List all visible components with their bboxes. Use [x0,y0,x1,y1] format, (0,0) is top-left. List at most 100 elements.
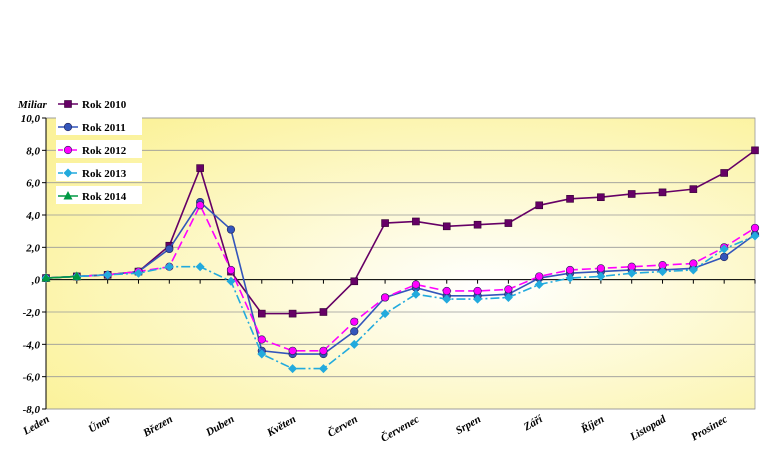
x-tick-label: Srpen [454,413,483,437]
legend-label: Rok 2013 [82,168,127,180]
data-point [350,317,359,326]
series-line [45,275,77,279]
data-point [165,244,174,254]
data-point [257,349,267,359]
data-point [350,277,359,286]
legend: Rok 2010 Rok 2011 Rok 2012 Rok 2013 Rok 2014 [56,94,142,204]
data-point [319,346,328,355]
data-point [319,308,328,316]
data-point [288,346,297,355]
series-5 [41,271,82,282]
data-point [72,271,82,280]
data-point [412,217,420,226]
data-point [442,294,452,304]
legend-marker [63,191,73,200]
data-point [196,164,204,172]
data-point [719,244,729,254]
series-group [41,146,760,374]
data-point [133,268,143,278]
data-point [504,219,513,227]
x-tick-label: Září [521,413,546,434]
data-point [442,286,451,296]
data-point [473,294,483,304]
legend-label: Rok 2011 [82,122,126,134]
y-tick-label: -6,0 [23,372,41,384]
data-point [658,188,667,197]
x-tick-label: Květen [264,413,298,439]
data-point [689,185,698,193]
x-tick-label: Únor [87,413,114,436]
y-tick-label: 2,0 [25,242,40,254]
data-point [196,201,205,210]
data-point [257,309,266,318]
legend-entry: Rok 2011 [56,117,142,135]
y-tick-label: -4,0 [23,339,41,351]
data-point [720,169,728,177]
data-point [565,273,575,283]
plot-area [45,117,756,410]
x-tick-label: Listopad [627,413,668,444]
data-point [257,335,266,344]
y-tick-label: 4,0 [25,210,40,222]
series-line [45,200,756,355]
legend-entry: Rok 2013 [56,163,142,181]
data-point [565,265,575,275]
series-line [45,203,756,352]
data-point [226,276,236,286]
data-point [411,289,421,299]
data-point [535,272,544,281]
y-tick-label: -8,0 [23,404,41,416]
legend-marker [64,100,72,108]
y-axis: 10,0 8,0 6,0 4,0 2,0 ,0 -2,0 -4,0 -6,0 -8,0 [21,113,47,416]
legend-label: Rok 2012 [82,145,127,157]
data-point [41,273,51,282]
y-tick-label: 6,0 [26,178,40,190]
series-line [45,149,756,315]
data-point [534,280,544,290]
data-point [442,222,451,231]
x-tick-label: Prosinec [689,413,729,443]
legend-entry-background [56,186,142,204]
data-point [503,292,513,302]
legend-entry-background [56,140,142,158]
data-point [288,309,297,318]
data-point [164,262,174,272]
legend-entry-background [56,94,142,112]
data-point [380,309,390,319]
data-point [535,201,544,210]
x-tick-label: Červen [325,412,360,439]
data-point [411,280,421,289]
data-point [473,220,482,229]
data-point [751,146,759,155]
series-4 [41,231,760,374]
legend-entry: Rok 2014 [56,186,142,204]
legend-entry-background [56,163,142,181]
x-tick-label: Duben [203,413,236,439]
data-point [596,264,605,273]
data-point [380,293,390,302]
y-tick-label: 10,0 [21,113,41,125]
data-point [288,364,298,374]
data-point [750,231,760,241]
data-point [627,268,637,278]
data-point [720,252,729,262]
x-tick-label: Říjen [578,413,606,436]
data-point [381,219,389,227]
legend-marker [63,168,73,178]
data-point [350,327,359,336]
data-point [226,225,236,234]
data-point [226,265,236,275]
data-point [473,286,482,296]
data-point [596,271,606,281]
legend-label: Rok 2010 [82,99,127,111]
data-point [103,270,113,280]
legend-marker [63,145,73,155]
data-point [688,265,698,275]
x-tick-label: Březen [140,413,174,440]
legend-entry-background [56,117,142,135]
y-tick-label: ,0 [31,275,41,287]
legend-label: Rok 2014 [82,191,127,203]
data-point [195,262,205,272]
data-point [750,223,760,233]
